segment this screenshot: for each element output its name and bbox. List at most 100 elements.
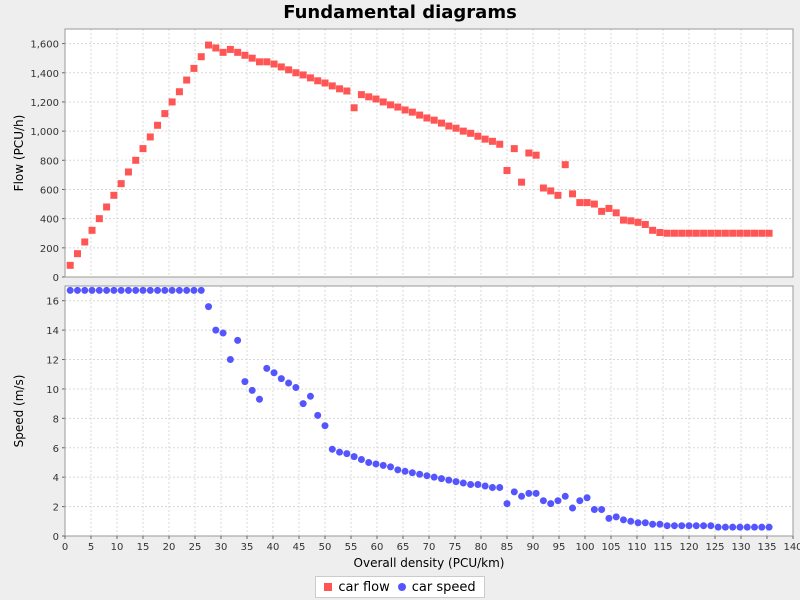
y-tick-label: 14 [46, 326, 59, 337]
flow-point [649, 226, 657, 234]
speed-point [729, 523, 737, 531]
speed-point [467, 481, 475, 489]
flow-point [678, 229, 686, 237]
flow-point [263, 58, 271, 66]
speed-point [430, 473, 438, 481]
legend: car flow car speed [0, 576, 800, 598]
flow-point [721, 229, 729, 237]
x-tick-label: 20 [163, 542, 176, 553]
speed-point [139, 286, 147, 294]
x-tick-label: 25 [189, 542, 202, 553]
speed-point [197, 286, 205, 294]
speed-point [401, 467, 409, 475]
flow-point [234, 48, 242, 56]
flow-point [299, 71, 307, 79]
x-tick-label: 70 [423, 542, 436, 553]
speed-point [408, 469, 416, 477]
speed-point [285, 379, 293, 387]
flow-point [583, 199, 591, 207]
flow-point [285, 66, 293, 74]
speed-point [707, 522, 715, 530]
speed-point [205, 303, 213, 311]
x-tick-label: 110 [627, 542, 646, 553]
y-tick-label: 1,600 [30, 40, 59, 51]
x-tick-label: 40 [267, 542, 280, 553]
legend-box: car flow car speed [315, 576, 485, 598]
speed-point [488, 483, 496, 491]
flow-point [496, 140, 504, 148]
speed-point [619, 516, 627, 524]
flow-point [110, 191, 118, 199]
y-tick-label: 1,400 [30, 69, 59, 80]
flow-point [437, 119, 445, 127]
flow-point [277, 63, 285, 71]
x-tick-label: 90 [527, 542, 540, 553]
speed-point [255, 395, 263, 403]
speed-point [481, 482, 489, 490]
speed-point [328, 445, 336, 453]
flow-point [73, 250, 81, 258]
x-tick-label: 100 [575, 542, 594, 553]
flow-point [707, 229, 715, 237]
speed-point [751, 523, 759, 531]
y-tick-label: 2 [53, 503, 59, 514]
flow-point [401, 106, 409, 114]
speed-point [692, 522, 700, 530]
flow-point [656, 229, 664, 237]
x-axis-label: Overall density (PCU/km) [354, 556, 505, 570]
speed-point [758, 523, 766, 531]
speed-point [714, 523, 722, 531]
speed-point [576, 497, 584, 505]
flow-point [205, 41, 213, 49]
speed-point [241, 378, 249, 386]
y-tick-label: 6 [53, 444, 59, 455]
speed-point [634, 519, 642, 527]
speed-point [146, 286, 154, 294]
speed-point [583, 494, 591, 502]
speed-point [663, 522, 671, 530]
flow-point [751, 229, 759, 237]
speed-point [387, 463, 395, 471]
speed-point [95, 286, 103, 294]
x-tick-label: 130 [731, 542, 750, 553]
speed-point [270, 369, 278, 377]
flow-point [175, 88, 183, 96]
flow-point [503, 167, 511, 175]
speed-point [670, 522, 678, 530]
speed-point [547, 500, 555, 508]
flow-point [416, 111, 424, 119]
flow-point [124, 168, 132, 176]
speed-point [394, 466, 402, 474]
flow-point [255, 58, 263, 66]
flow-point [532, 151, 540, 159]
speed-point [423, 472, 431, 480]
speed-point [532, 489, 540, 497]
speed-point [452, 478, 460, 486]
flow-point [321, 79, 329, 87]
flow-point [241, 51, 249, 59]
x-tick-label: 60 [371, 542, 384, 553]
flow-point [183, 76, 191, 84]
flow-point [408, 108, 416, 116]
speed-point [496, 483, 504, 491]
x-tick-label: 75 [449, 542, 462, 553]
speed-point [554, 497, 562, 505]
speed-point [569, 504, 577, 512]
flow-point [525, 149, 533, 157]
speed-point [190, 286, 198, 294]
y-tick-label: 4 [53, 473, 59, 484]
speed-point [226, 356, 234, 364]
flow-point [518, 178, 526, 186]
speed-point [183, 286, 191, 294]
flow-point [547, 187, 555, 195]
speed-point [539, 497, 547, 505]
speed-point [263, 364, 271, 372]
x-tick-label: 35 [241, 542, 254, 553]
flow-point [459, 127, 467, 135]
x-tick-label: 50 [319, 542, 332, 553]
x-tick-label: 105 [601, 542, 620, 553]
flow-point [700, 229, 708, 237]
flow-point [343, 87, 351, 95]
speed-point [132, 286, 140, 294]
speed-point [277, 375, 285, 383]
